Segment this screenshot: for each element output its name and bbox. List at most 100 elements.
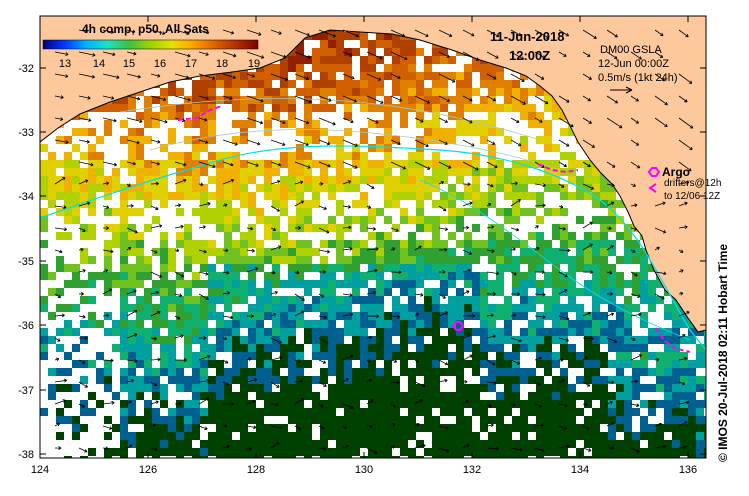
sst-pixel <box>200 104 208 112</box>
sst-pixel <box>88 184 96 192</box>
sst-pixel <box>592 264 600 272</box>
sst-pixel <box>56 416 64 424</box>
sst-pixel <box>688 336 696 344</box>
sst-pixel <box>488 440 496 448</box>
sst-pixel <box>464 64 472 72</box>
sst-pixel <box>648 448 656 456</box>
lat-tick-label: -37 <box>18 385 34 397</box>
sst-pixel <box>496 336 504 344</box>
sst-pixel <box>432 288 440 296</box>
sst-pixel <box>336 440 344 448</box>
sst-pixel <box>480 168 488 176</box>
sst-pixel <box>392 192 400 200</box>
sst-pixel <box>320 224 328 232</box>
sst-pixel <box>104 208 112 216</box>
sst-pixel <box>672 440 680 448</box>
sst-pixel <box>568 416 576 424</box>
sst-pixel <box>184 264 192 272</box>
sst-pixel <box>368 56 376 64</box>
sst-pixel <box>608 328 616 336</box>
sst-pixel <box>368 432 376 440</box>
sst-pixel <box>680 352 688 360</box>
sst-pixel <box>704 328 706 336</box>
sst-pixel <box>688 400 696 408</box>
sst-pixel <box>624 256 632 264</box>
drifter-icon <box>648 183 657 193</box>
current-arrow <box>462 95 473 102</box>
sst-pixel <box>592 256 600 264</box>
sst-pixel <box>640 416 648 424</box>
sst-pixel <box>432 312 440 320</box>
sst-pixel <box>184 312 192 320</box>
sst-pixel <box>256 384 264 392</box>
sst-pixel <box>416 48 424 56</box>
current-arrow <box>102 161 117 167</box>
sst-pixel <box>448 56 456 64</box>
sst-pixel <box>592 328 600 336</box>
sst-pixel <box>552 312 560 320</box>
sst-pixel <box>296 152 304 160</box>
sst-pixel <box>576 392 584 400</box>
sst-pixel <box>576 424 584 432</box>
current-arrow <box>318 161 331 168</box>
sst-pixel <box>432 352 440 360</box>
sst-pixel <box>360 376 368 384</box>
sst-pixel <box>592 280 600 288</box>
sst-pixel <box>448 360 456 368</box>
sst-pixel <box>696 424 704 432</box>
sst-pixel <box>208 208 216 216</box>
sst-pixel <box>424 352 432 360</box>
sst-pixel <box>232 160 240 168</box>
sst-pixel <box>160 192 168 200</box>
sst-pixel <box>384 416 392 424</box>
sst-pixel <box>336 136 344 144</box>
sst-pixel <box>256 80 264 88</box>
sst-pixel <box>160 200 168 208</box>
current-arrow <box>534 183 546 188</box>
current-arrow <box>54 357 60 362</box>
sst-pixel <box>416 264 424 272</box>
sst-pixel <box>496 456 504 458</box>
sst-pixel <box>168 360 176 368</box>
sst-pixel <box>472 344 480 352</box>
sst-pixel <box>624 384 632 392</box>
sst-pixel <box>56 384 64 392</box>
sst-pixel <box>128 104 136 112</box>
sst-pixel <box>160 168 168 176</box>
sst-pixel <box>400 56 408 64</box>
sst-pixel <box>528 336 536 344</box>
sst-pixel <box>632 288 640 296</box>
sst-pixel <box>544 160 552 168</box>
lon-tick-label: 124 <box>31 464 49 476</box>
sst-pixel <box>320 80 328 88</box>
current-arrow <box>534 403 542 408</box>
sst-pixel <box>328 216 336 224</box>
sst-pixel <box>352 288 360 296</box>
sst-pixel <box>496 376 504 384</box>
sst-pixel <box>432 72 440 80</box>
sst-pixel <box>328 328 336 336</box>
sst-pixel <box>584 320 592 328</box>
current-arrow <box>342 204 351 209</box>
sst-pixel <box>288 456 296 458</box>
sst-pixel <box>552 184 560 192</box>
sst-pixel <box>152 320 160 328</box>
sst-pixel <box>344 328 352 336</box>
sst-pixel <box>184 120 192 128</box>
sst-pixel <box>440 80 448 88</box>
sst-pixel <box>440 104 448 112</box>
sst-pixel <box>144 400 152 408</box>
sst-pixel <box>320 304 328 312</box>
sst-pixel <box>256 416 264 424</box>
sst-pixel <box>240 280 248 288</box>
sst-pixel <box>624 328 632 336</box>
sst-pixel <box>496 408 504 416</box>
sst-pixel <box>320 88 328 96</box>
sst-pixel <box>520 400 528 408</box>
sst-pixel <box>472 224 480 232</box>
current-arrow <box>294 139 309 146</box>
sst-pixel <box>312 408 320 416</box>
sst-pixel <box>232 448 240 456</box>
sst-pixel <box>384 192 392 200</box>
sst-pixel <box>200 120 208 128</box>
